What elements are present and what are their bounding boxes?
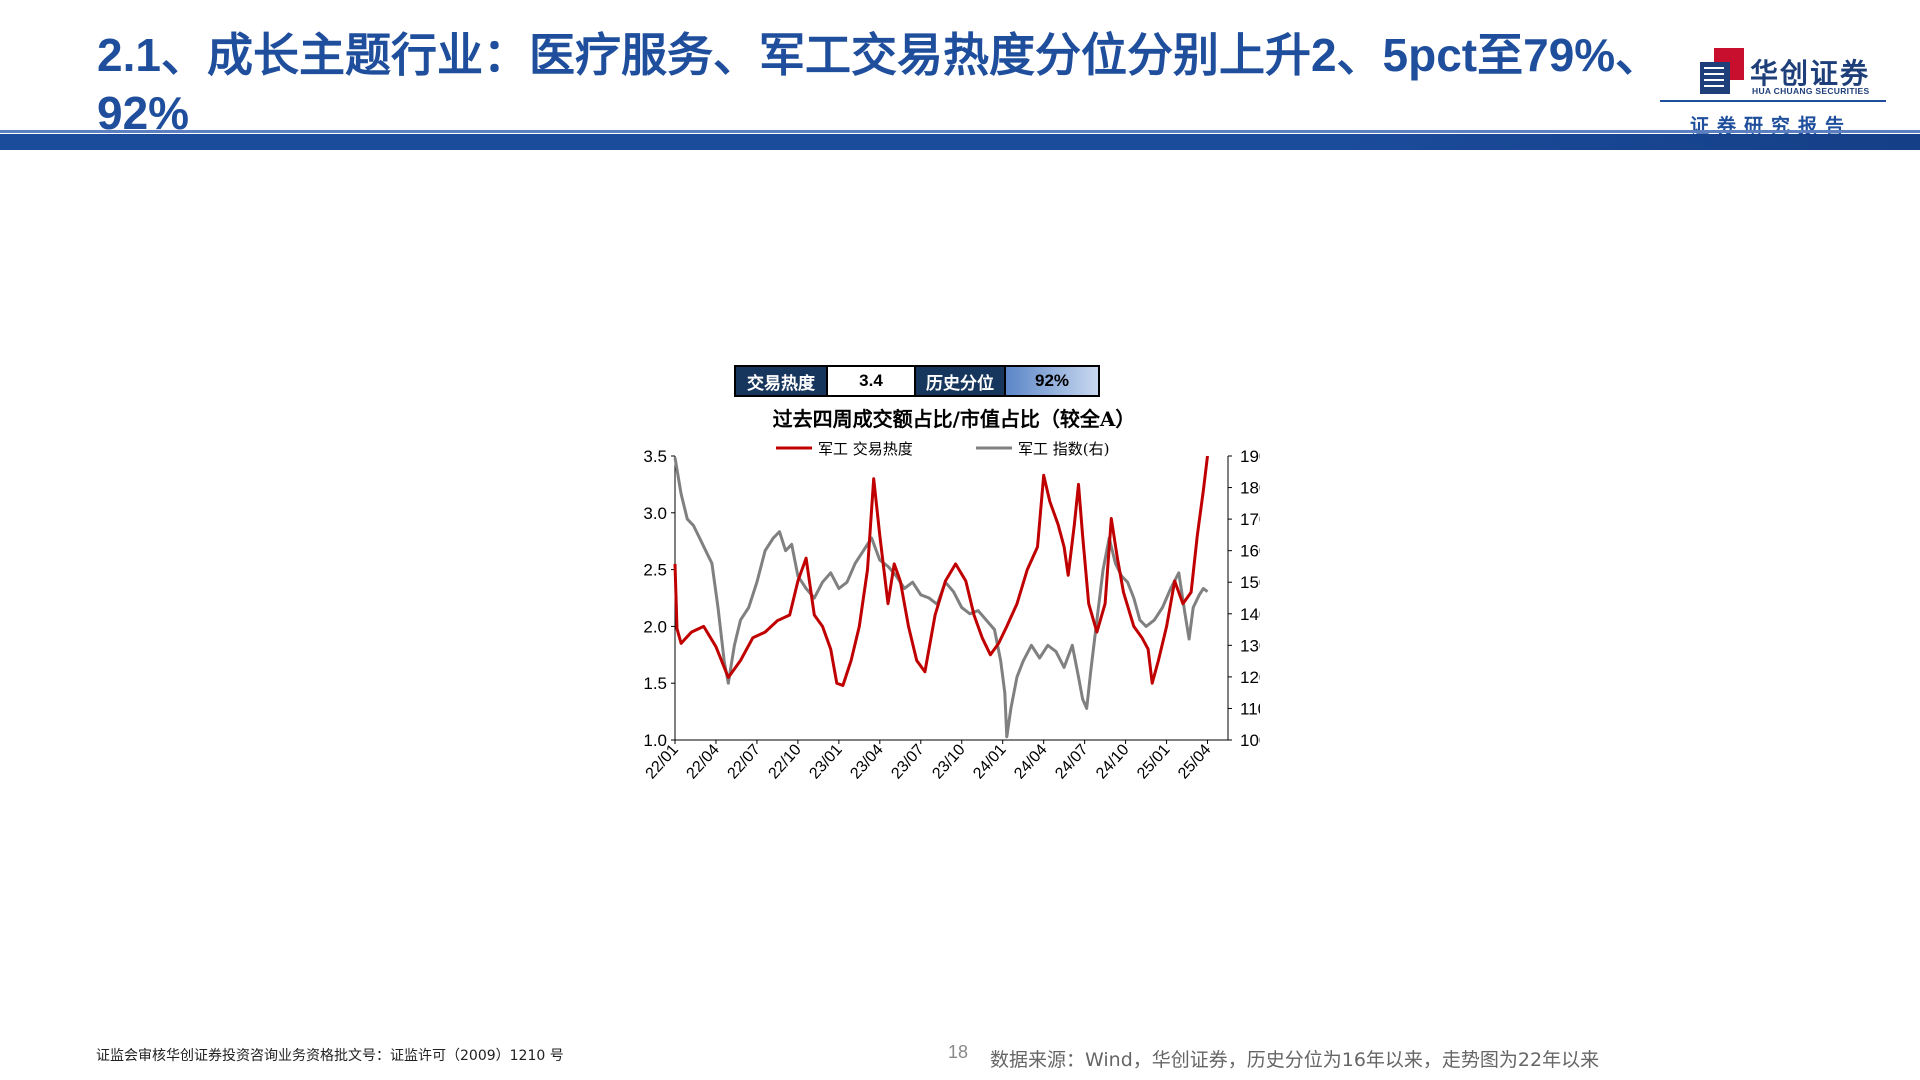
series-line — [673, 457, 1209, 739]
y-right-tick-label: 1900 — [1240, 447, 1260, 466]
heat-chart: 过去四周成交额占比/市值占比（较全A） 军工 交易热度 军工 指数(右) 1.0 1… — [643, 407, 1260, 782]
brand-logo: 华创证券 HUA CHUANG SECURITIES — [1700, 48, 1900, 98]
y-right-tick-label: 1200 — [1240, 668, 1260, 687]
x-tick-label: 24/01 — [970, 741, 1009, 782]
report-type-divider — [1660, 100, 1886, 102]
x-tick-label: 23/04 — [847, 741, 886, 782]
x-tick-label: 25/04 — [1175, 741, 1214, 782]
y-right-tick-label: 1800 — [1240, 479, 1260, 498]
x-tick-label: 22/07 — [724, 741, 763, 782]
series-line — [673, 455, 1209, 687]
heat-value: 3.4 — [826, 367, 916, 395]
heat-label: 交易热度 — [736, 367, 826, 395]
brand-name-cn: 华创证券 — [1750, 57, 1871, 90]
footer-license: 证监会审核华创证券投资咨询业务资格批文号：证监许可（2009）1210 号 — [96, 1048, 564, 1064]
source-note: 数据来源：Wind，华创证券，历史分位为16年以来，走势图为22年以来 — [990, 1049, 1600, 1071]
stat-box: 交易热度 3.4 历史分位 92% — [734, 365, 1100, 397]
y-left-tick-label: 3.0 — [643, 504, 667, 523]
x-tick-label: 24/04 — [1011, 741, 1050, 782]
y-right-tick-label: 1600 — [1240, 542, 1260, 561]
y-left-tick-label: 2.5 — [643, 561, 667, 580]
percentile-value: 92% — [1004, 367, 1098, 395]
y-right-tick-label: 1000 — [1240, 731, 1260, 750]
header-bar-accent — [0, 130, 1920, 133]
page-number: 18 — [948, 1042, 969, 1062]
page-title: 2.1、成长主题行业：医疗服务、军工交易热度分位分别上升2、5pct至79%、9… — [97, 29, 1662, 139]
x-tick-label: 23/10 — [929, 741, 968, 782]
y-left-tick-label: 1.0 — [643, 731, 667, 750]
percentile-label: 历史分位 — [916, 367, 1004, 395]
y-left-tick-label: 1.5 — [643, 674, 667, 693]
y-right-tick-label: 1700 — [1240, 510, 1260, 529]
y-right-tick-label: 1500 — [1240, 573, 1260, 592]
y-right-tick-label: 1100 — [1240, 699, 1260, 718]
x-tick-label: 23/01 — [806, 741, 845, 782]
chart-legend: 军工 交易热度 军工 指数(右) — [776, 440, 1109, 458]
brand-mark-icon — [1700, 48, 1744, 94]
chart-title: 过去四周成交额占比/市值占比（较全A） — [773, 407, 1136, 431]
x-tick-label: 22/04 — [684, 741, 723, 782]
y-right-tick-label: 1300 — [1240, 636, 1260, 655]
x-tick-label: 25/01 — [1134, 741, 1173, 782]
x-tick-label: 23/07 — [888, 741, 927, 782]
y-left-tick-label: 3.5 — [643, 447, 667, 466]
x-tick-label: 22/10 — [765, 741, 804, 782]
legend-label: 军工 指数(右) — [1018, 440, 1109, 458]
header-bar — [0, 134, 1920, 150]
brand-name-en: HUA CHUANG SECURITIES — [1752, 86, 1870, 96]
x-tick-label: 24/10 — [1093, 741, 1132, 782]
legend-label: 军工 交易热度 — [818, 440, 913, 458]
x-tick-label: 24/07 — [1052, 741, 1091, 782]
y-right-tick-label: 1400 — [1240, 605, 1260, 624]
chart-series — [673, 455, 1209, 739]
y-left-tick-label: 2.0 — [643, 617, 667, 636]
